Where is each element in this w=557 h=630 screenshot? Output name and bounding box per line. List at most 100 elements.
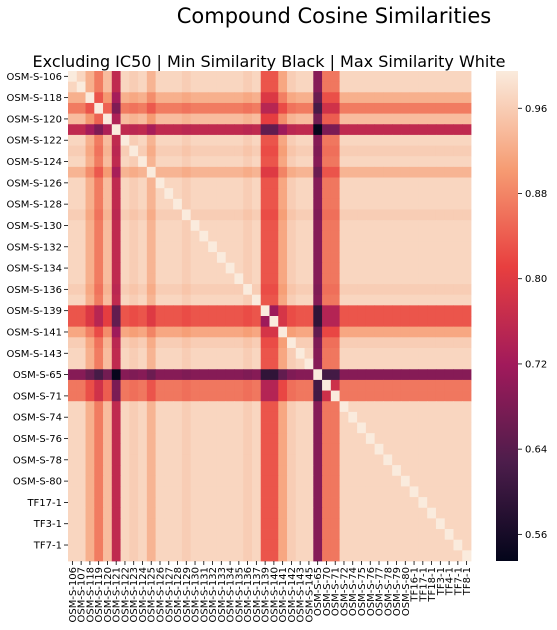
heatmap-cell xyxy=(216,369,227,381)
heatmap-cell xyxy=(129,81,139,93)
heatmap-cell xyxy=(181,124,192,136)
heatmap-cell xyxy=(243,337,253,349)
heatmap-cell xyxy=(208,92,218,104)
heatmap-cell xyxy=(269,102,279,115)
heatmap-cell xyxy=(103,102,113,115)
heatmap-cell xyxy=(190,71,200,83)
heatmap-cell xyxy=(444,369,454,381)
heatmap-cell xyxy=(418,422,428,434)
column-label: TF16-1 xyxy=(410,567,421,603)
heatmap-cell xyxy=(85,294,95,306)
heatmap-cell xyxy=(76,422,86,434)
heatmap-cell xyxy=(173,305,183,317)
heatmap-cell xyxy=(400,454,411,466)
heatmap-cell xyxy=(68,188,78,200)
heatmap-cell xyxy=(173,145,183,157)
heatmap-cell xyxy=(251,230,262,242)
heatmap-cell xyxy=(383,241,393,253)
heatmap-cell xyxy=(251,433,262,445)
heatmap-cell xyxy=(181,113,192,125)
heatmap-cell xyxy=(462,188,472,200)
heatmap-cell xyxy=(68,305,78,317)
heatmap-cell xyxy=(287,92,297,104)
heatmap-cell xyxy=(435,262,446,274)
heatmap-cell xyxy=(409,305,419,317)
column-label: OSM-S-129 xyxy=(182,567,193,623)
heatmap-cell xyxy=(295,422,305,434)
heatmap-cell xyxy=(155,550,165,562)
heatmap-cell xyxy=(435,475,446,487)
heatmap-cell xyxy=(322,252,332,264)
heatmap-cell xyxy=(155,71,165,83)
heatmap-cell xyxy=(216,284,227,296)
heatmap-cell xyxy=(251,262,262,274)
heatmap-cell xyxy=(365,145,376,157)
heatmap-cell xyxy=(225,134,235,146)
heatmap-cell xyxy=(173,475,183,487)
heatmap-cell xyxy=(435,326,446,338)
heatmap-cell xyxy=(199,188,209,200)
heatmap-cell xyxy=(418,529,428,541)
heatmap-cell xyxy=(111,369,121,381)
heatmap-cell xyxy=(146,369,157,381)
heatmap-cell xyxy=(199,379,209,391)
heatmap-cell xyxy=(146,337,157,349)
heatmap-cell xyxy=(146,443,157,455)
heatmap-cell xyxy=(68,124,78,136)
heatmap-cell xyxy=(269,497,279,509)
heatmap-cell xyxy=(374,369,384,381)
heatmap-cell xyxy=(120,337,130,349)
column-label: TF8-1 xyxy=(462,567,473,596)
heatmap-cell xyxy=(348,145,358,157)
heatmap-cell xyxy=(225,145,235,157)
heatmap-cell xyxy=(181,156,192,168)
heatmap-cell xyxy=(146,262,157,274)
heatmap-cell xyxy=(138,316,148,328)
heatmap-cell xyxy=(199,433,209,445)
heatmap-cell xyxy=(173,262,183,274)
heatmap-cell xyxy=(313,379,323,391)
heatmap-cell xyxy=(392,390,402,402)
heatmap-cell xyxy=(216,433,227,445)
heatmap-cell xyxy=(155,475,165,487)
heatmap-cell xyxy=(357,209,367,221)
heatmap-cell xyxy=(348,347,358,360)
heatmap-cell xyxy=(269,475,279,487)
heatmap-cell xyxy=(94,316,104,328)
row-label: OSM-S-124 xyxy=(7,157,63,168)
heatmap-cell xyxy=(269,465,279,477)
heatmap-cell xyxy=(348,465,358,477)
heatmap-cell xyxy=(190,518,200,530)
heatmap-cell xyxy=(103,411,113,423)
heatmap-cell xyxy=(418,273,428,285)
heatmap-cell xyxy=(330,401,340,413)
heatmap-cell xyxy=(111,273,121,285)
heatmap-cell xyxy=(427,284,437,296)
heatmap-cell xyxy=(190,507,200,519)
heatmap-cell xyxy=(383,113,393,125)
column-label: OSM-S-65 xyxy=(313,567,324,616)
heatmap-cell xyxy=(374,71,384,83)
heatmap-cell xyxy=(330,134,340,146)
heatmap-cell xyxy=(111,241,121,253)
heatmap-cell xyxy=(146,252,157,264)
heatmap-cell xyxy=(216,252,227,264)
heatmap-cell xyxy=(146,401,157,413)
heatmap-cell xyxy=(392,411,402,423)
heatmap-cell xyxy=(400,71,411,83)
heatmap-cell xyxy=(322,316,332,328)
heatmap-cell xyxy=(76,411,86,423)
heatmap-cell xyxy=(392,113,402,125)
heatmap-cell xyxy=(313,294,323,306)
heatmap-cell xyxy=(278,539,288,551)
figure-suptitle: Compound Cosine Similarities xyxy=(177,4,492,28)
heatmap-cell xyxy=(278,113,288,125)
heatmap-cell xyxy=(234,507,244,519)
heatmap-cell xyxy=(287,518,297,530)
heatmap-cell xyxy=(225,198,235,210)
heatmap-cell xyxy=(76,81,86,93)
heatmap-cell xyxy=(225,81,235,93)
heatmap-cell xyxy=(68,145,78,157)
heatmap-cell xyxy=(68,166,78,178)
heatmap-cell xyxy=(103,379,113,391)
